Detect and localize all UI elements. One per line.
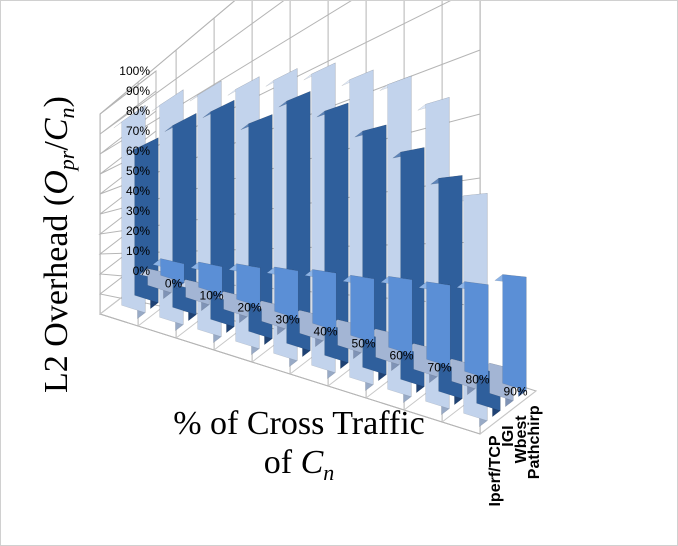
bar (304, 269, 337, 338)
y-tick-label: 60% (126, 144, 150, 158)
bar (266, 266, 299, 326)
x-tick-label: 90% (504, 385, 528, 399)
x-tick-label: 30% (276, 313, 300, 327)
x-tick-label: 60% (390, 349, 414, 363)
x-axis-title-line2: of Cn (264, 444, 335, 485)
series-label: IGI (500, 425, 517, 446)
y-tick-label: 70% (126, 124, 150, 138)
x-tick-label: 0% (165, 277, 183, 291)
bar-front (502, 274, 527, 392)
bar-front (388, 276, 413, 356)
x-tick-label: 10% (200, 289, 224, 303)
bar (126, 137, 159, 310)
series-label: Iperf/TCP (487, 435, 504, 506)
bar (380, 276, 413, 362)
y-tick-label: 90% (126, 84, 150, 98)
series-label: Wbest (513, 415, 530, 464)
y-axis-title: L2 Overhead (Opr/Cn) (38, 96, 79, 393)
bar-front (426, 281, 451, 368)
bar-front (312, 269, 337, 332)
y-tick-label: 80% (126, 104, 150, 118)
x-tick-label: 20% (238, 301, 262, 315)
bar-front (350, 275, 375, 344)
y-tick-label: 20% (126, 224, 150, 238)
labels: 0% 10% 20% 30% 40% 50% 60% 70% 80% 90% 100% 0% 10% 20… (119, 64, 543, 507)
bar (190, 261, 223, 302)
bar-front (464, 281, 489, 380)
bar (228, 263, 261, 314)
x-tick-label: 70% (428, 361, 452, 375)
y-tick-label: 10% (126, 244, 150, 258)
y-tick-label: 0% (133, 264, 151, 278)
x-tick-label: 40% (314, 325, 338, 339)
y-tick-label: 100% (119, 64, 150, 78)
bar (152, 258, 185, 290)
bar-front (160, 258, 185, 284)
bar (494, 274, 527, 398)
bars (113, 62, 527, 428)
x-tick-label: 80% (466, 373, 490, 387)
y-tick-label: 40% (126, 184, 150, 198)
bar-front (274, 266, 299, 320)
bar-front (236, 263, 261, 308)
y-tick-label: 30% (126, 204, 150, 218)
y-tick-label: 50% (126, 164, 150, 178)
bar-front (198, 261, 223, 296)
bar-front (134, 137, 159, 304)
floor-gridline (479, 390, 537, 435)
x-tick-label: 50% (352, 337, 376, 351)
bar (342, 275, 375, 350)
bar (418, 281, 451, 374)
x-axis-title-line1: % of Cross Traffic (173, 405, 425, 442)
bar (456, 281, 489, 386)
series-label: Pathchirp (526, 405, 543, 479)
